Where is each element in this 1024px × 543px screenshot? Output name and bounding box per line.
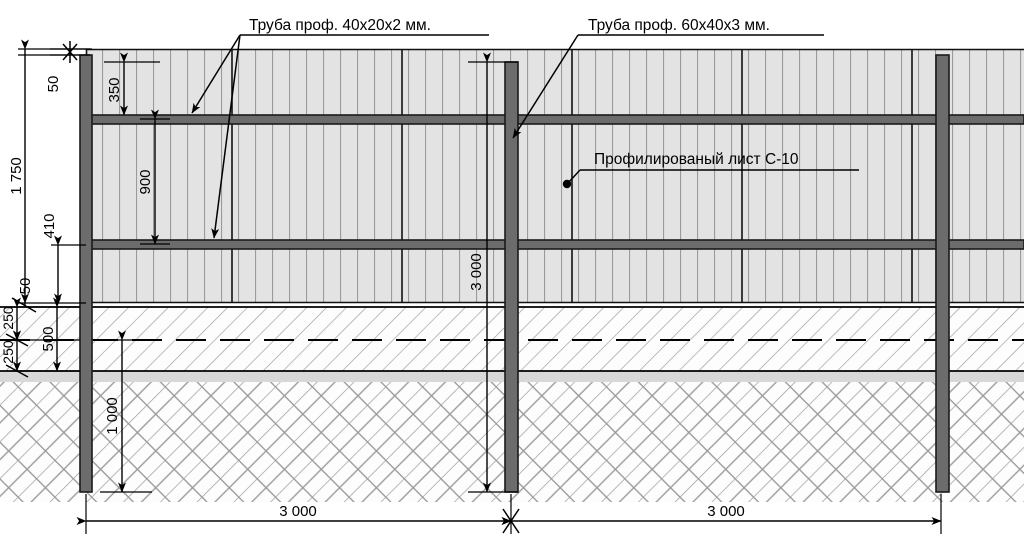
callout-post-label: Труба проф. 60x40x3 мм.: [588, 17, 770, 34]
dim-1000-group: 1 000: [100, 330, 152, 493]
rail-lower[interactable]: [85, 239, 1024, 250]
callout-rail: Труба проф. 40x20x2 мм.: [191, 17, 489, 239]
dim-410-text: 410: [41, 213, 58, 238]
inner-dimensions: 350 900: [104, 52, 170, 245]
callout-post-leader: [512, 34, 579, 139]
callout-rail-leader-a: [191, 34, 241, 114]
panel-body: [86, 49, 1024, 303]
post-right[interactable]: [935, 54, 950, 493]
callout-sheet-label: Профилированый лист С-10: [594, 151, 799, 168]
callout-sheet: Профилированый лист С-10: [562, 151, 859, 189]
dim-250-upper-text: 250: [0, 306, 16, 330]
bay-right-text: 3 000: [707, 503, 745, 520]
callout-sheet-leader: [567, 169, 581, 184]
dim-250-chain: 250 250: [0, 297, 29, 378]
profiled-sheet-panel: [85, 48, 1024, 304]
bay-left-text: 3 000: [279, 503, 317, 520]
dim-1750-text: 1 750: [8, 157, 25, 195]
callout-sheet-dot: [562, 179, 572, 189]
dim-250-lower-text: 250: [0, 340, 16, 364]
fence-posts: [79, 54, 950, 493]
dim-350-text: 350: [106, 77, 123, 102]
dim-500-group: 500: [40, 297, 61, 372]
dim-3000-vertical-text: 3 000: [468, 253, 485, 291]
bottom-dimensions: 3 000 3 000: [76, 494, 942, 534]
callout-rail-label: Труба проф. 40x20x2 мм.: [249, 17, 431, 34]
callout-rail-leader-b: [211, 34, 241, 239]
dim-900-text: 900: [137, 169, 154, 194]
post-left[interactable]: [79, 54, 93, 493]
dim-500-text: 500: [40, 326, 57, 351]
post-middle[interactable]: [504, 61, 519, 493]
dim-410-group: 410: [41, 213, 86, 304]
dim-50-top-group: 50: [45, 41, 90, 92]
dim-50-top-text: 50: [45, 76, 62, 93]
tick-mid-b: [502, 508, 520, 534]
left-dimensions: 1 750 50 410 50 250: [0, 39, 92, 378]
dim-1000-text: 1 000: [104, 397, 121, 435]
dim-50-bottom-text: 50: [17, 278, 34, 295]
callout-post: Труба проф. 60x40x3 мм.: [512, 17, 824, 139]
rail-upper[interactable]: [85, 114, 1024, 125]
dim-3000-vertical-group: 3 000: [468, 52, 518, 493]
